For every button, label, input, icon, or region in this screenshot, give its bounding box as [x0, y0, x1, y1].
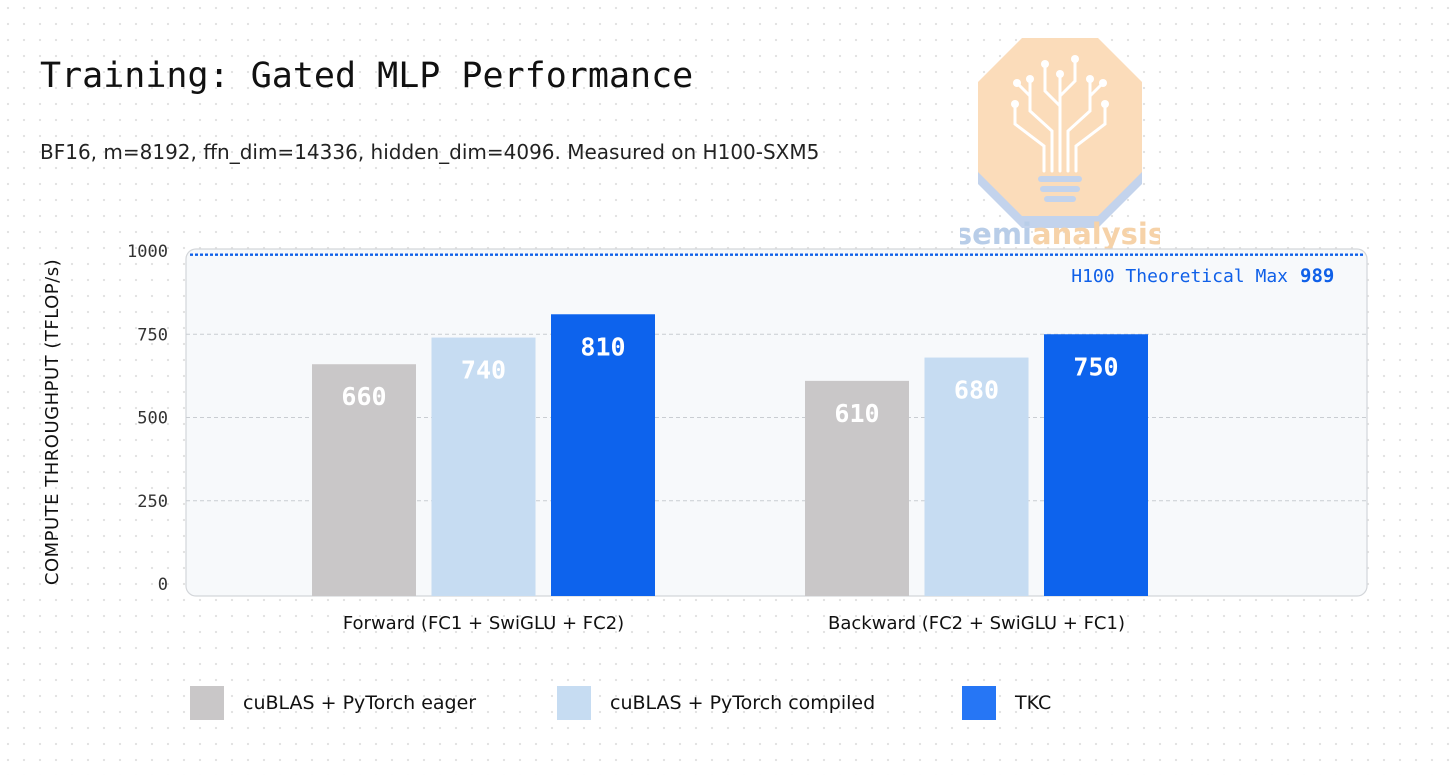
legend-swatch — [557, 686, 591, 720]
y-tick-label: 250 — [137, 492, 168, 512]
reference-line-value: 989 — [1300, 265, 1334, 287]
bar — [431, 337, 536, 596]
chart-subtitle: BF16, m=8192, ffn_dim=14336, hidden_dim=… — [40, 140, 820, 164]
bar — [1044, 334, 1148, 596]
y-tick-label: 1000 — [127, 242, 168, 262]
svg-text:semianalysis: semianalysis — [960, 217, 1160, 251]
y-tick-label: 500 — [137, 409, 168, 429]
bar-value-label: 750 — [1073, 352, 1118, 381]
y-axis-label: COMPUTE THROUGHPUT (TFLOP/s) — [42, 259, 63, 585]
bar-value-label: 660 — [341, 382, 386, 411]
y-tick-label: 750 — [137, 325, 168, 345]
bar — [551, 314, 655, 596]
legend-item: cuBLAS + PyTorch eager — [190, 686, 476, 720]
legend-swatch — [190, 686, 224, 720]
legend-swatch — [962, 686, 996, 720]
bar-value-label: 610 — [834, 399, 879, 428]
reference-line-label: H100 Theoretical Max — [1071, 266, 1288, 287]
legend-label: cuBLAS + PyTorch eager — [243, 692, 477, 714]
legend-label: TKC — [1015, 692, 1052, 714]
bar-value-label: 680 — [954, 376, 999, 405]
bar — [312, 364, 416, 596]
bar-value-label: 810 — [580, 332, 625, 361]
legend-label: cuBLAS + PyTorch compiled — [610, 692, 876, 714]
logo-wordmark-analysis: analysis — [1032, 217, 1160, 251]
y-tick-label: 0 — [158, 575, 168, 595]
legend-item: TKC — [962, 686, 1051, 720]
x-category-label: Forward (FC1 + SwiGLU + FC2) — [343, 613, 624, 634]
x-category-label: Backward (FC2 + SwiGLU + FC1) — [828, 613, 1125, 634]
legend-item: cuBLAS + PyTorch compiled — [557, 686, 875, 720]
logo-wordmark-semi: semi — [960, 217, 1032, 251]
semianalysis-logo-icon: semianalysis — [955, 36, 1165, 255]
chart-title: Training: Gated MLP Performance — [40, 56, 694, 96]
bar-value-label: 740 — [461, 356, 506, 385]
bar — [805, 380, 909, 596]
bar — [924, 357, 1029, 596]
